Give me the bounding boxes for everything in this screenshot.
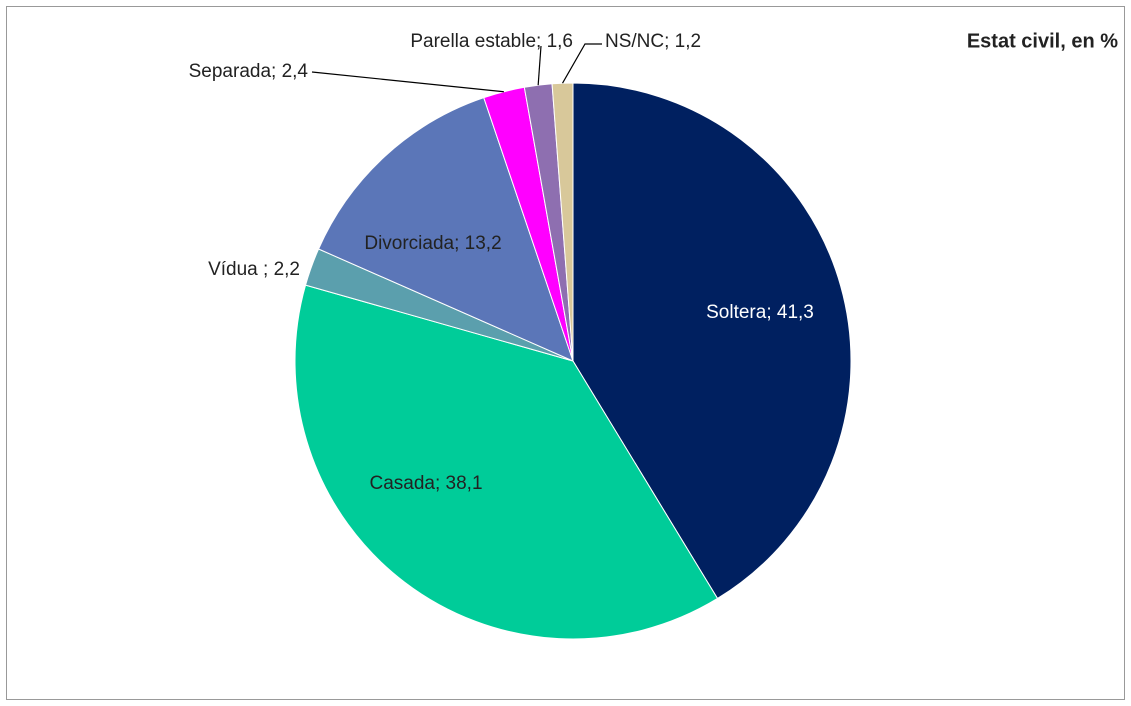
pie-slice [317, 97, 574, 362]
pie-slice [551, 82, 574, 362]
pie-slice [572, 82, 852, 600]
leader-line [562, 43, 602, 84]
data-label: Vídua ; 2,2 [208, 259, 300, 280]
leader-line [311, 71, 504, 93]
data-label: Parella estable; 1,6 [410, 31, 573, 52]
data-label: Divorciada; 13,2 [364, 233, 501, 254]
data-label: Casada; 38,1 [369, 473, 482, 494]
data-label: Soltera; 41,3 [706, 302, 814, 323]
data-label: NS/NC; 1,2 [605, 31, 701, 52]
pie-slice [294, 284, 719, 640]
leader-line [537, 45, 542, 86]
chart-title: Estat civil, en % [967, 30, 1118, 52]
data-label: Separada; 2,4 [189, 61, 309, 82]
